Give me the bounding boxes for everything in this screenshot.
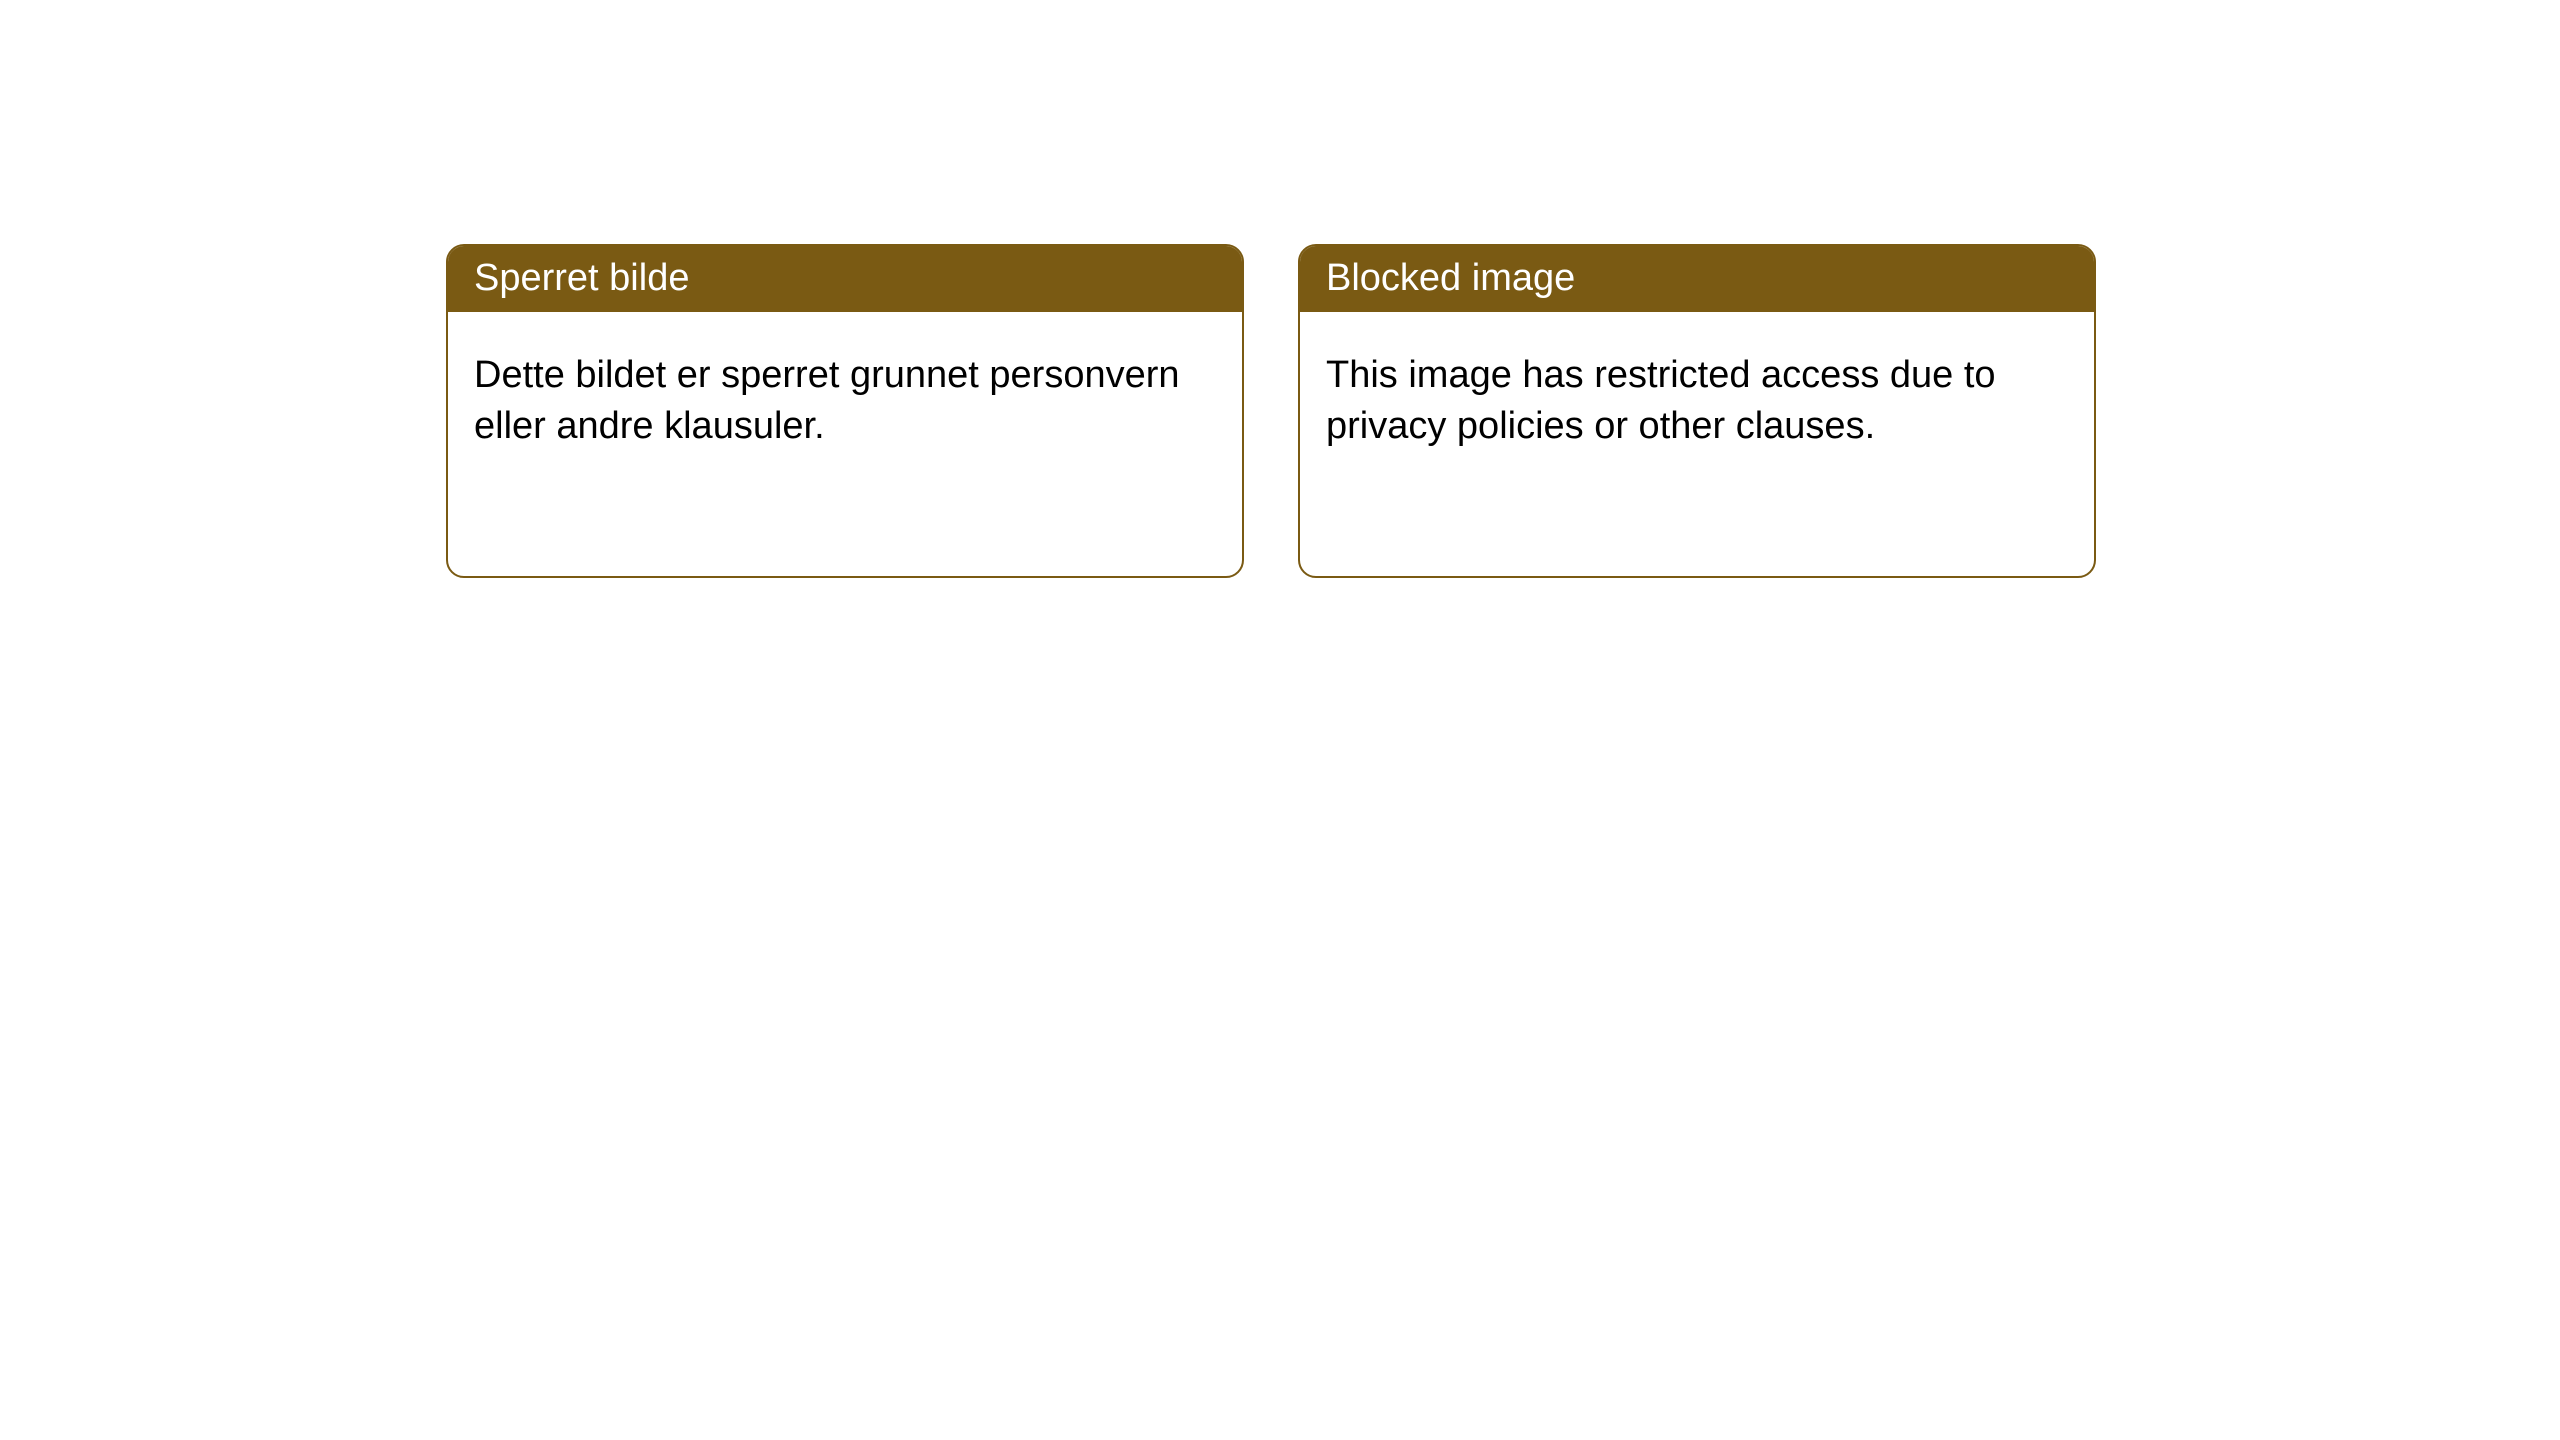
notice-title: Blocked image: [1300, 246, 2094, 312]
notice-body: Dette bildet er sperret grunnet personve…: [448, 312, 1242, 491]
notice-body: This image has restricted access due to …: [1300, 312, 2094, 491]
notice-title: Sperret bilde: [448, 246, 1242, 312]
notice-card-english: Blocked image This image has restricted …: [1298, 244, 2096, 578]
notice-card-norwegian: Sperret bilde Dette bildet er sperret gr…: [446, 244, 1244, 578]
notice-container: Sperret bilde Dette bildet er sperret gr…: [0, 0, 2560, 578]
